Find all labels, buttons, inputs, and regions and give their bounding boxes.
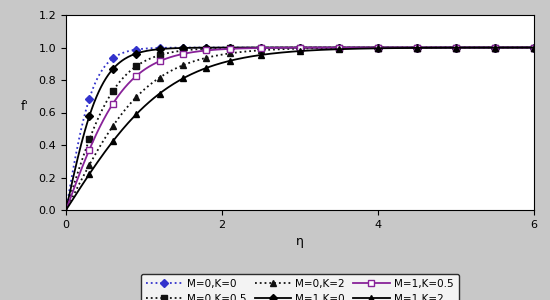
X-axis label: η: η [296, 235, 304, 248]
Legend: M=0,K=0, M=0,K=0.5, M=0,K=2, M=1,K=0, M=1,K=0.5, M=1,K=2: M=0,K=0, M=0,K=0.5, M=0,K=2, M=1,K=0, M=… [141, 274, 459, 300]
Y-axis label: f': f' [21, 100, 29, 112]
